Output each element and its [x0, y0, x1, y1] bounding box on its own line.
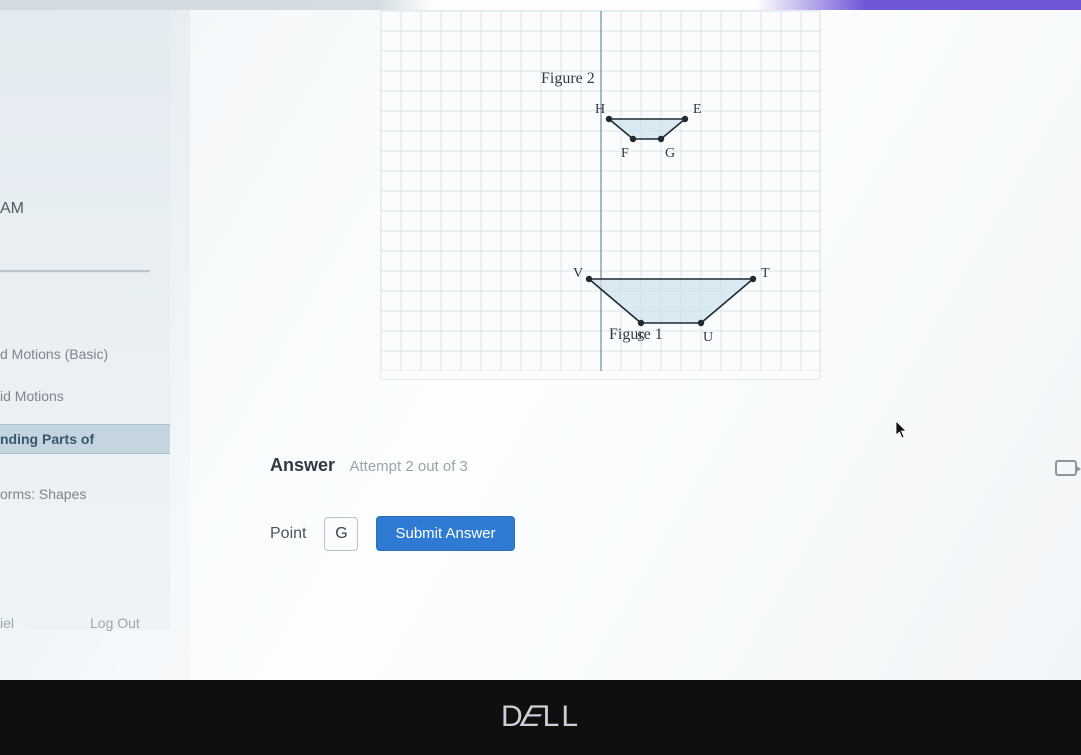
- cursor-icon: [895, 420, 909, 440]
- answer-label: Answer: [270, 455, 335, 476]
- sidebar-item-shapes[interactable]: orms: Shapes: [0, 480, 170, 508]
- attempt-text: Attempt 2 out of 3: [349, 458, 467, 475]
- sidebar-item-label: nding Parts of: [0, 431, 94, 447]
- submit-answer-button[interactable]: Submit Answer: [376, 516, 514, 551]
- sidebar: AM d Motions (Basic) id Motions nding Pa…: [0, 10, 170, 630]
- window-top-strip: [0, 0, 1081, 10]
- point-input[interactable]: [324, 517, 358, 551]
- monitor-bezel: DELL: [0, 680, 1081, 755]
- figure-canvas: HEGFFigure 2VTUSFigure 1: [380, 10, 820, 380]
- sidebar-item-label: d Motions (Basic): [0, 346, 108, 362]
- content-area: HEGFFigure 2VTUSFigure 1 Answer Attempt …: [190, 10, 1081, 680]
- svg-text:F: F: [621, 146, 629, 161]
- svg-text:V: V: [573, 266, 583, 281]
- answer-block: Answer Attempt 2 out of 3 Point Submit A…: [270, 455, 515, 551]
- sidebar-item-label: orms: Shapes: [0, 486, 86, 502]
- sidebar-user-fragment: iel: [0, 615, 14, 631]
- sidebar-time-suffix: AM: [0, 200, 24, 218]
- point-row: Point Submit Answer: [270, 516, 515, 551]
- svg-text:E: E: [693, 102, 702, 117]
- brand-logo: DELL: [501, 700, 580, 734]
- svg-text:T: T: [761, 266, 770, 281]
- figure-svg: HEGFFigure 2VTUSFigure 1: [381, 11, 821, 371]
- svg-text:Figure 1: Figure 1: [609, 326, 663, 343]
- svg-text:Figure 2: Figure 2: [541, 70, 595, 87]
- feedback-icon[interactable]: [1055, 460, 1077, 476]
- sidebar-item-label: id Motions: [0, 388, 64, 404]
- sidebar-item-parts-of[interactable]: nding Parts of: [0, 424, 170, 454]
- sidebar-item-motions[interactable]: id Motions: [0, 382, 170, 410]
- sidebar-item-motions-basic[interactable]: d Motions (Basic): [0, 340, 170, 368]
- screen: AM d Motions (Basic) id Motions nding Pa…: [0, 0, 1081, 680]
- svg-text:U: U: [703, 330, 713, 345]
- svg-text:H: H: [595, 102, 605, 117]
- logout-link[interactable]: Log Out: [90, 615, 140, 631]
- sidebar-divider: [0, 270, 150, 272]
- svg-text:G: G: [665, 146, 675, 161]
- point-label: Point: [270, 525, 306, 543]
